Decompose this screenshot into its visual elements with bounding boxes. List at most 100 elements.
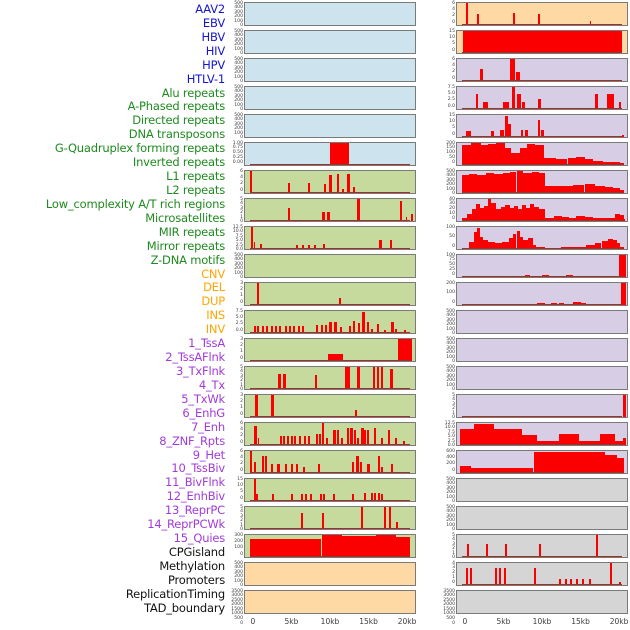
left-panel-row-1: 500 400 300 200 100 0: [229, 0, 416, 28]
signal-bar: [329, 321, 332, 333]
signal-bar: [253, 242, 256, 249]
signal-bar: [480, 144, 488, 165]
right-plot-9-Het-10-TssBiv: [456, 449, 628, 474]
right-yticks-17: 600 400 200 0: [441, 449, 455, 474]
ytick-label: 1.00: [232, 140, 243, 146]
ytick-label: 200: [234, 126, 243, 132]
signal-bar: [387, 430, 390, 445]
signal-bar: [621, 135, 624, 137]
left-yticks-21: 500 400 300 200 100 0: [229, 561, 243, 588]
signal-bar: [347, 173, 350, 193]
ytick-label: 5: [240, 364, 243, 370]
signal-bar: [494, 428, 522, 445]
signal-bar: [538, 208, 546, 221]
ytick-label: 500: [234, 616, 243, 622]
right-yticks-12: 500 400 300 200 100 0: [441, 309, 455, 336]
right-panel-row-4: 7.5 5.0 2.5 0.0: [441, 84, 628, 112]
ytick-label: 20: [449, 206, 455, 212]
ytick-label: 2: [452, 69, 455, 75]
row-label-14-reprpcwk: 14_ReprPCWk: [147, 517, 225, 532]
right-yticks-14: 500 400 300 200 100 0: [441, 365, 455, 392]
ytick-label: 6: [452, 0, 455, 6]
signal-bar: [253, 478, 256, 501]
ytick-label: 0: [240, 439, 243, 445]
ytick-label: 2.5: [235, 321, 243, 327]
ytick-label: 10: [449, 118, 455, 124]
row-label-2-tssaflnk: 2_TssAFlnk: [165, 350, 225, 365]
signal-bar: [477, 468, 534, 473]
ytick-label: 3500: [443, 588, 455, 594]
signal-bar: [293, 326, 296, 333]
ytick-label: 3: [452, 541, 455, 547]
signal-baseline: [462, 303, 622, 305]
ytick-label: 400: [234, 5, 243, 11]
signal-bar: [333, 430, 336, 445]
row-label-10-tssbiv: 10_TssBiv: [171, 461, 225, 476]
ytick-label: 4: [452, 537, 455, 543]
ytick-label: 2000: [231, 602, 243, 608]
ytick-label: 6: [240, 420, 243, 426]
row-label-a-phased-repeats: A-Phased repeats: [127, 99, 226, 114]
signal-bar: [353, 430, 356, 445]
left-yticks-10: 500 400 300 200 100 0: [229, 253, 243, 280]
ytick-label: 0: [240, 187, 243, 193]
x-axis-tick-20kb: 20kb: [397, 617, 417, 626]
left-plot-3-TxFlnk-4-Tx: [244, 365, 416, 390]
ytick-label: 0: [452, 359, 455, 365]
signal-bar: [391, 463, 394, 473]
signal-bar: [559, 185, 573, 193]
ytick-label: 200: [446, 461, 455, 467]
row-label-7-enh: 7_Enh: [191, 419, 225, 434]
right-plot-HBV-HIV: [456, 29, 628, 54]
signal-bar: [470, 468, 478, 473]
signal-bar: [615, 161, 621, 165]
right-plot-INS-INV: [456, 309, 628, 334]
ytick-label: 100: [234, 18, 243, 24]
signal-bar: [322, 422, 325, 445]
ytick-label: 7.5: [447, 84, 455, 90]
signal-bar: [622, 438, 627, 445]
signal-bar: [377, 493, 380, 501]
ytick-label: 200: [234, 538, 243, 544]
ytick-label: 2: [452, 406, 455, 412]
signal-bar: [376, 324, 379, 333]
ytick-label: 200: [446, 518, 455, 524]
ytick-label: 200: [234, 98, 243, 104]
signal-bar: [465, 2, 468, 25]
signal-bar: [334, 321, 337, 333]
signal-bar: [256, 493, 258, 501]
signal-bar: [584, 159, 593, 165]
signal-bar: [357, 366, 360, 389]
signal-bar: [523, 239, 529, 249]
ytick-label: 15: [449, 112, 455, 118]
ytick-label: 2: [240, 398, 243, 404]
right-panel-row-17: 600 400 200 0: [441, 448, 628, 476]
signal-bar: [345, 366, 350, 389]
signal-bar: [297, 326, 300, 333]
ytick-label: 1: [452, 550, 455, 556]
right-panel-row-7: 500 400 300 200 100 0: [441, 168, 628, 196]
signal-bar: [305, 494, 308, 501]
x-axis-tick-15kb: 15kb: [571, 617, 590, 626]
row-label-g-quadruplex-forming-repeats: G-Quadruplex forming repeats: [54, 141, 225, 156]
left-plot-HBV-HIV: [244, 29, 416, 54]
ytick-label: 100: [446, 290, 455, 296]
signal-bar: [479, 207, 485, 221]
signal-bar: [467, 543, 470, 557]
signal-bar: [559, 579, 561, 585]
right-plot-AAV2-EBV: [456, 1, 628, 26]
right-plot-Low-complexity-A-T-rich-regions-Microsatellites: [456, 197, 628, 222]
signal-bar: [516, 170, 524, 193]
ytick-label: 2: [240, 286, 243, 292]
signal-bar: [532, 244, 537, 249]
signal-bar: [534, 207, 539, 221]
signal-bar: [562, 216, 570, 221]
ytick-label: 0.25: [232, 155, 243, 161]
signal-bar: [496, 142, 505, 165]
signal-bar: [333, 494, 336, 501]
signal-baseline: [250, 163, 410, 165]
ytick-label: 4: [452, 560, 455, 566]
